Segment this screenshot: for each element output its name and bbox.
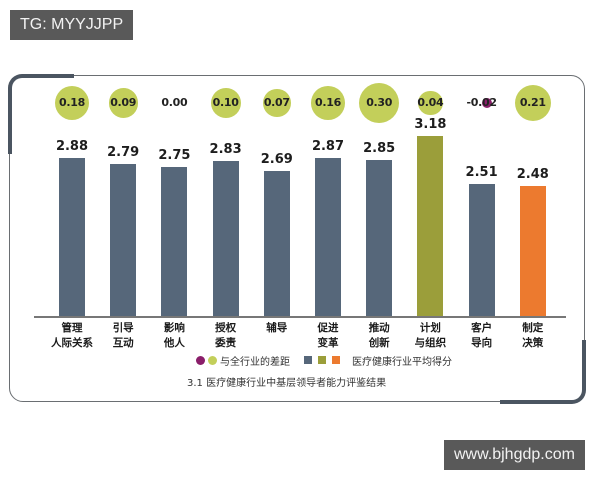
category-label: 授权 委责 (215, 322, 237, 349)
diff-bubble (514, 84, 551, 122)
diff-label: 0.04 (417, 96, 444, 109)
bar (366, 159, 393, 316)
diff-bubble (359, 82, 400, 124)
chart-frame (9, 75, 585, 402)
category-label: 促进 变革 (317, 322, 339, 349)
bar-value-label: 3.18 (414, 117, 447, 133)
legend-score-label: 医疗健康行业平均得分 (352, 356, 452, 368)
bar-value-label: 2.75 (158, 147, 191, 163)
bar-value-label: 2.51 (465, 164, 498, 180)
diff-label: 0.09 (110, 96, 137, 109)
bar (468, 183, 495, 316)
bar (315, 158, 341, 316)
legend-highest-swatch-icon (318, 356, 326, 364)
frame-accent-bottom-right (500, 340, 586, 404)
diff-label: 0.10 (212, 96, 239, 109)
legend-negative-dot-icon (196, 355, 205, 365)
bar (161, 166, 188, 316)
category-label: 客户 导向 (471, 322, 493, 349)
watermark-top-left: TG: MYYJJPP (10, 10, 134, 40)
diff-bubble (311, 86, 345, 120)
diff-bubble (54, 85, 90, 121)
frame-accent-top-left (8, 74, 74, 154)
bar-value-label: 2.88 (55, 138, 89, 154)
diff-bubble (418, 90, 443, 116)
bar-value-label: 2.69 (260, 151, 293, 167)
diff-label: 0.30 (366, 96, 393, 109)
diff-bubble (108, 88, 138, 118)
diff-label: -0.02 (466, 96, 497, 109)
legend-positive-dot-icon (208, 355, 217, 365)
legend-lowest-swatch-icon (332, 356, 340, 364)
category-label: 引导 互动 (112, 322, 134, 349)
diff-bubble (210, 88, 241, 118)
category-label: 管理 人际关系 (51, 322, 93, 349)
legend: 与全行业的差距 医疗健康行业平均得分 (196, 352, 452, 368)
bar-value-label: 2.79 (107, 144, 140, 160)
bar (263, 170, 290, 316)
bar (417, 136, 444, 316)
category-label: 推动 创新 (368, 322, 390, 349)
category-label: 辅导 (266, 322, 288, 334)
diff-label: 0.21 (519, 96, 546, 109)
bar (519, 185, 546, 316)
category-label: 制定 决策 (522, 322, 544, 349)
diff-label: 0.00 (161, 96, 188, 109)
diff-label: 0.07 (263, 96, 290, 109)
bar (59, 157, 85, 316)
legend-diff-label: 与全行业的差距 (220, 356, 290, 368)
bar-value-label: 2.85 (363, 140, 396, 156)
diff-label: 0.18 (59, 96, 85, 109)
bar (212, 161, 239, 316)
category-label: 计划 与组织 (414, 322, 447, 349)
x-axis-baseline (34, 316, 566, 318)
legend-default-swatch-icon (304, 356, 312, 364)
diff-label: 0.16 (315, 96, 341, 109)
category-label: 影响 他人 (163, 322, 185, 349)
diff-bubble (262, 89, 291, 117)
chart-caption: 3.1 医疗健康行业中基层领导者能力评鉴结果 (187, 378, 387, 389)
diff-bubble (481, 98, 492, 108)
bar-value-label: 2.87 (311, 139, 345, 155)
bar-value-label: 2.83 (209, 142, 242, 158)
watermark-bottom-right: www.bjhgdp.com (444, 440, 585, 470)
bar-value-label: 2.48 (516, 166, 549, 182)
bar (110, 163, 137, 316)
